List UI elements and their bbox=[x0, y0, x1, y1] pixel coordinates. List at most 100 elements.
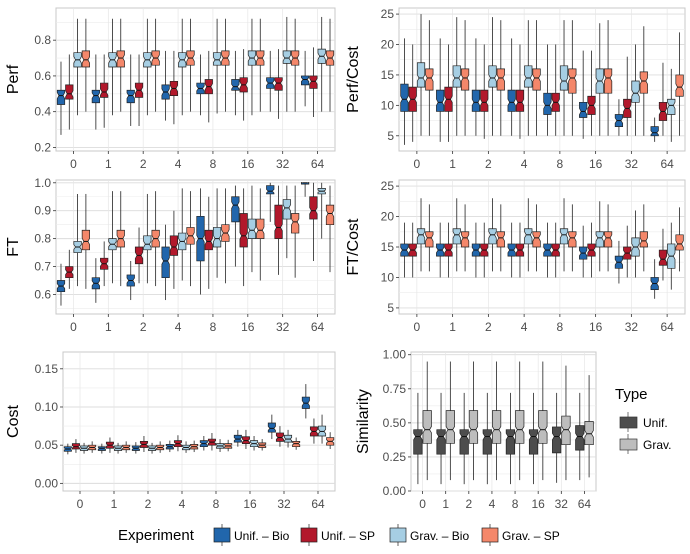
x-tick-label: 2 bbox=[140, 320, 147, 334]
box bbox=[282, 50, 291, 64]
legend-experiment: Experiment Unif. – Bio Unif. – SP Grav. – B… bbox=[118, 524, 560, 546]
box bbox=[247, 218, 257, 239]
legend-key bbox=[300, 527, 318, 543]
x-tick-label: 32 bbox=[276, 157, 290, 171]
box bbox=[488, 65, 497, 88]
box bbox=[538, 410, 548, 444]
legend-type: Type Unif. Grav. bbox=[615, 386, 671, 454]
legend-key bbox=[619, 438, 638, 451]
y-tick-label: 15 bbox=[381, 68, 395, 82]
y-tick-label: 0.00 bbox=[35, 476, 59, 490]
x-tick-label: 32 bbox=[625, 320, 639, 334]
y-tick-label: 0.7 bbox=[34, 260, 51, 274]
x-tick-label: 16 bbox=[243, 497, 257, 511]
y-tick-label: 25 bbox=[381, 7, 395, 21]
box bbox=[65, 84, 74, 100]
x-tick-label: 32 bbox=[625, 157, 639, 171]
x-tick-label: 8 bbox=[557, 157, 564, 171]
box bbox=[515, 410, 525, 444]
x-tick-label: 32 bbox=[555, 497, 569, 511]
box bbox=[488, 228, 497, 245]
box bbox=[204, 229, 213, 251]
box bbox=[482, 429, 492, 455]
x-tick-label: 1 bbox=[111, 497, 118, 511]
legend-experiment-label: Unif. – Bio bbox=[234, 529, 290, 543]
x-tick-label: 64 bbox=[311, 320, 325, 334]
box bbox=[212, 227, 222, 248]
y-tick-label: 0.15 bbox=[35, 362, 59, 376]
x-tick-label: 16 bbox=[241, 320, 255, 334]
y-axis-title: Similarity bbox=[355, 389, 372, 454]
legend-key bbox=[481, 527, 499, 543]
box bbox=[126, 89, 135, 104]
box bbox=[675, 234, 684, 251]
y-axis-title: Cost bbox=[5, 405, 22, 438]
box bbox=[491, 410, 502, 444]
box bbox=[650, 126, 659, 137]
box bbox=[468, 410, 479, 444]
y-tick-label: 0.6 bbox=[34, 69, 51, 83]
box bbox=[81, 229, 90, 251]
box bbox=[274, 77, 283, 91]
box bbox=[422, 410, 432, 444]
box bbox=[460, 68, 470, 91]
box bbox=[56, 89, 66, 105]
legend-experiment-label: Unif. – SP bbox=[321, 529, 375, 543]
box bbox=[212, 52, 222, 66]
x-tick-label: 16 bbox=[589, 157, 603, 171]
box bbox=[524, 228, 533, 245]
box bbox=[445, 410, 455, 444]
x-tick-label: 0 bbox=[414, 320, 421, 334]
box bbox=[231, 79, 240, 91]
box bbox=[436, 429, 446, 455]
x-tick-label: 8 bbox=[210, 157, 217, 171]
y-tick-label: 0.00 bbox=[383, 484, 407, 498]
box bbox=[568, 231, 577, 248]
box bbox=[496, 231, 505, 248]
panel-perf: 0.2 0.4 0.6 0.8 0 1 2 4 8 16 32 64 Perf bbox=[5, 7, 336, 171]
x-tick-label: 1 bbox=[105, 320, 112, 334]
x-tick-label: 2 bbox=[485, 320, 492, 334]
box bbox=[325, 204, 335, 226]
box bbox=[667, 98, 676, 115]
y-tick-label: 0.8 bbox=[34, 232, 51, 246]
x-tick-label: 64 bbox=[311, 497, 325, 511]
box bbox=[91, 89, 100, 104]
box bbox=[524, 65, 533, 88]
box bbox=[658, 249, 668, 266]
box bbox=[631, 80, 640, 103]
box bbox=[267, 422, 276, 433]
panel-background bbox=[398, 7, 686, 152]
box bbox=[559, 65, 569, 91]
x-tick-label: 64 bbox=[660, 320, 674, 334]
y-tick-label: 25 bbox=[381, 179, 395, 193]
box bbox=[309, 75, 318, 89]
panel-cost: 0.00 0.05 0.10 0.15 0 1 2 4 8 16 32 64 Cost bbox=[5, 351, 336, 511]
y-tick-label: 0.25 bbox=[383, 450, 407, 464]
box bbox=[81, 50, 90, 68]
x-tick-label: 8 bbox=[210, 320, 217, 334]
x-tick-label: 16 bbox=[241, 157, 255, 171]
box bbox=[603, 68, 613, 94]
box bbox=[675, 74, 684, 97]
x-tick-label: 1 bbox=[449, 157, 456, 171]
box bbox=[256, 218, 265, 239]
y-tick-label: 10 bbox=[381, 270, 395, 284]
x-tick-label: 1 bbox=[105, 157, 112, 171]
box bbox=[575, 425, 585, 451]
x-tick-label: 0 bbox=[414, 157, 421, 171]
box bbox=[595, 231, 604, 248]
panel-perfcost: 5 10 15 20 25 0 1 2 4 8 16 32 64 Perf/Cost bbox=[345, 7, 686, 171]
legend-type-label: Grav. bbox=[643, 438, 671, 452]
x-tick-label: 4 bbox=[175, 157, 182, 171]
y-tick-label: 0.05 bbox=[35, 438, 59, 452]
box bbox=[452, 228, 461, 245]
box bbox=[532, 68, 541, 91]
box bbox=[471, 89, 481, 112]
box bbox=[100, 82, 109, 98]
box bbox=[568, 68, 577, 94]
x-tick-label: 16 bbox=[589, 320, 603, 334]
y-tick-label: 0.10 bbox=[35, 400, 59, 414]
box bbox=[603, 231, 613, 248]
